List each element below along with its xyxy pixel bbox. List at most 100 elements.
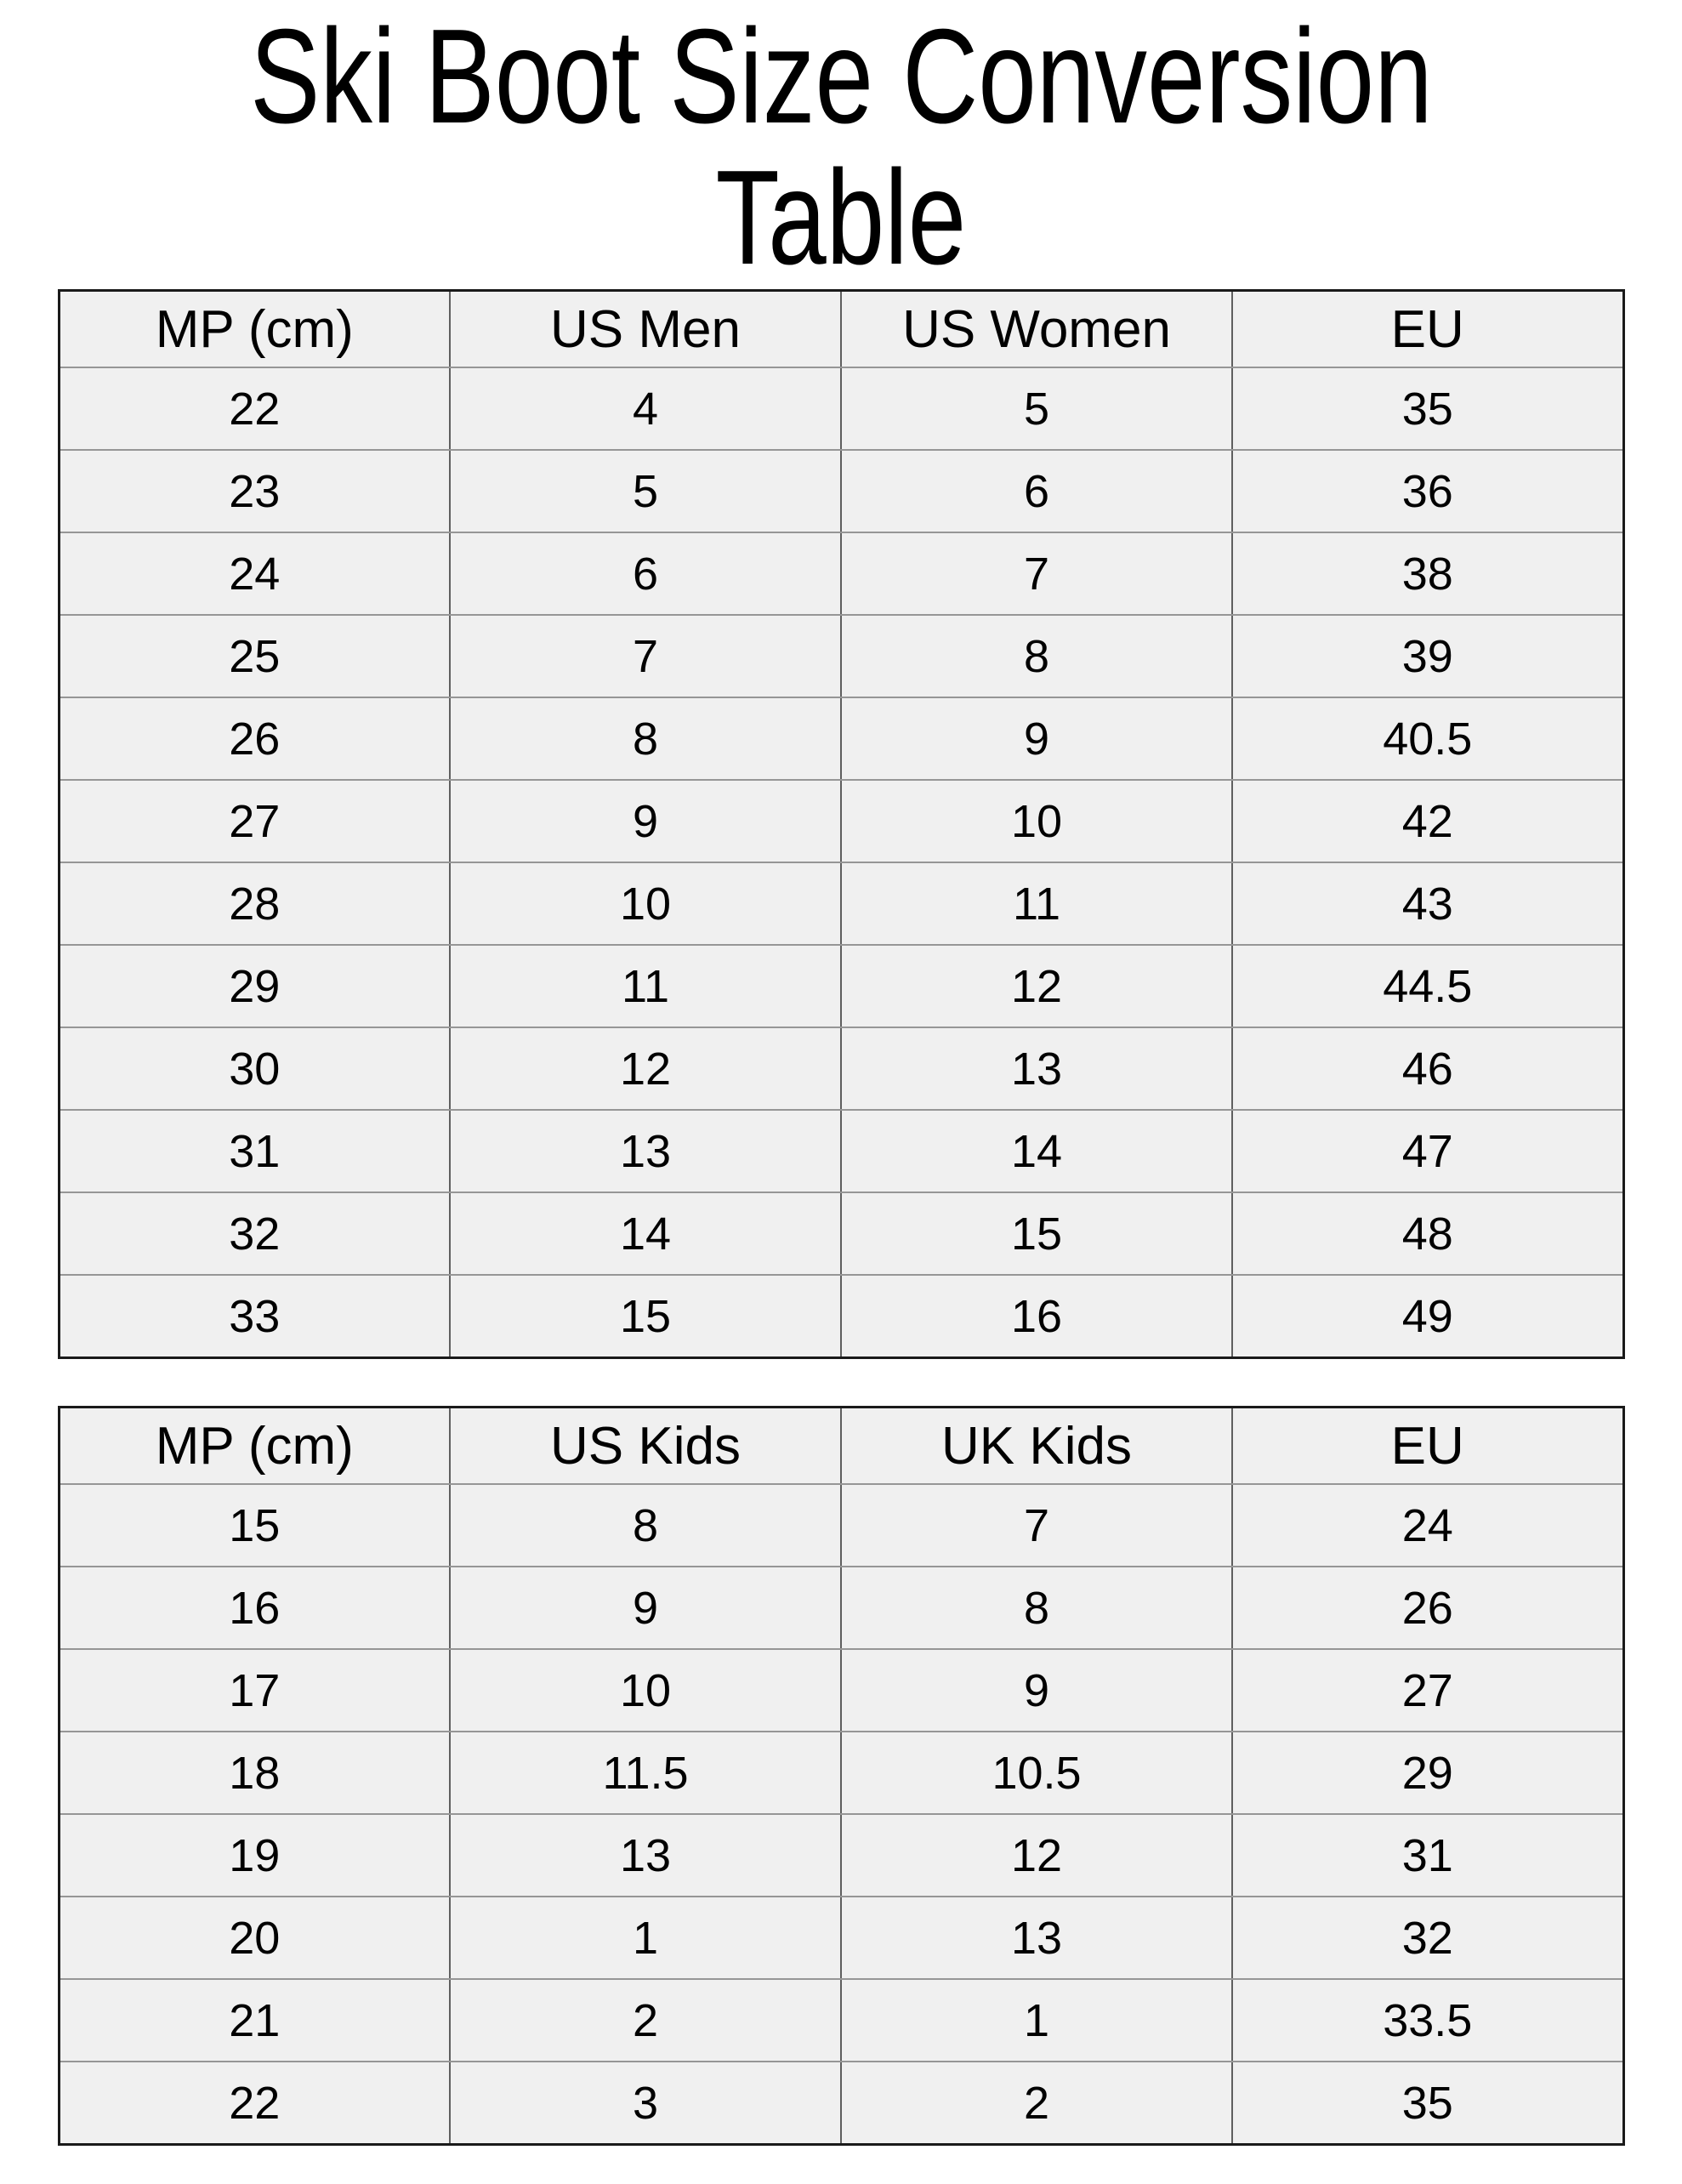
size-value: 6 [632, 548, 659, 600]
size-cell: 31 [58, 1109, 451, 1194]
size-value: 17 [229, 1664, 281, 1716]
page-title-line-2: Table [715, 142, 967, 293]
size-value: 9 [632, 795, 659, 847]
size-cell: 19 [58, 1813, 451, 1898]
size-cell: 4 [449, 367, 842, 452]
table-row: 31 13 14 47 [58, 1109, 1624, 1194]
size-value: 33.5 [1383, 1994, 1473, 2046]
size-value: 16 [1010, 1290, 1063, 1342]
size-cell: 30 [58, 1027, 451, 1112]
table-row: 28 10 11 43 [58, 862, 1624, 947]
header-row: MP (cm) US Kids UK Kids EU [58, 1406, 1624, 1486]
size-value: 32 [1401, 1912, 1453, 1964]
size-cell: 18 [58, 1731, 451, 1816]
size-value: 39 [1401, 630, 1453, 682]
size-cell: 10 [840, 779, 1233, 864]
size-cell: 14 [840, 1109, 1233, 1194]
size-value: 9 [1023, 713, 1050, 765]
size-cell: 29 [58, 944, 451, 1029]
size-cell: 8 [449, 697, 842, 782]
size-cell: 13 [840, 1896, 1233, 1981]
table-row: 19 13 12 31 [58, 1813, 1624, 1898]
size-value: 5 [1023, 383, 1050, 435]
size-value: 10 [1010, 795, 1063, 847]
size-value: 44.5 [1383, 960, 1473, 1012]
size-value: 6 [1023, 465, 1050, 517]
size-value: 28 [229, 878, 281, 930]
size-cell: 13 [449, 1109, 842, 1194]
header-label: US Kids [550, 1416, 741, 1476]
size-cell: 6 [449, 532, 842, 617]
size-value: 8 [1023, 630, 1050, 682]
size-value: 30 [229, 1043, 281, 1095]
size-value: 8 [1023, 1582, 1050, 1634]
size-cell: 2 [840, 2061, 1233, 2146]
header-label: US Men [550, 299, 741, 359]
table-row: 17 10 9 27 [58, 1648, 1624, 1733]
header-cell: US Women [840, 289, 1233, 369]
size-cell: 24 [1231, 1483, 1624, 1568]
adult-size-conversion-table: MP (cm) US Men US Women EU 22 4 5 35 23 5 6 36 24 6 7… [57, 288, 1625, 1359]
size-cell: 23 [58, 449, 451, 534]
size-cell: 13 [840, 1027, 1233, 1112]
table-row: 22 4 5 35 [58, 367, 1624, 452]
size-cell: 10 [449, 1648, 842, 1733]
header-cell: EU [1231, 1406, 1624, 1486]
size-cell: 16 [58, 1566, 451, 1651]
header-cell: MP (cm) [58, 1406, 451, 1486]
size-cell: 5 [840, 367, 1233, 452]
size-cell: 26 [1231, 1566, 1624, 1651]
size-value: 29 [229, 960, 281, 1012]
size-value: 26 [1401, 1582, 1453, 1634]
size-cell: 17 [58, 1648, 451, 1733]
size-cell: 22 [58, 367, 451, 452]
size-value: 10 [619, 1664, 672, 1716]
size-cell: 8 [449, 1483, 842, 1568]
size-value: 7 [632, 630, 659, 682]
size-value: 2 [1023, 2077, 1050, 2129]
size-value: 21 [229, 1994, 281, 2046]
size-value: 3 [632, 2077, 659, 2129]
size-cell: 10 [449, 862, 842, 947]
size-value: 5 [632, 465, 659, 517]
header-cell: US Men [449, 289, 842, 369]
size-value: 43 [1401, 878, 1453, 930]
size-value: 19 [229, 1829, 281, 1881]
size-value: 15 [619, 1290, 672, 1342]
size-value: 13 [1010, 1043, 1063, 1095]
size-value: 7 [1023, 548, 1050, 600]
size-value: 40.5 [1383, 713, 1473, 765]
size-cell: 14 [449, 1192, 842, 1277]
table-row: 22 3 2 35 [58, 2061, 1624, 2146]
size-cell: 28 [58, 862, 451, 947]
size-cell: 42 [1231, 779, 1624, 864]
size-cell: 29 [1231, 1731, 1624, 1816]
header-cell: EU [1231, 289, 1624, 369]
size-cell: 32 [58, 1192, 451, 1277]
size-value: 8 [632, 1499, 659, 1551]
size-cell: 16 [840, 1274, 1233, 1359]
size-value: 15 [229, 1499, 281, 1551]
size-value: 10 [619, 878, 672, 930]
size-value: 24 [229, 548, 281, 600]
size-value: 15 [1010, 1208, 1063, 1260]
size-cell: 15 [58, 1483, 451, 1568]
size-value: 1 [632, 1912, 659, 1964]
size-cell: 49 [1231, 1274, 1624, 1359]
size-cell: 9 [449, 1566, 842, 1651]
header-label: US Women [902, 299, 1171, 359]
table-row: 30 12 13 46 [58, 1027, 1624, 1112]
size-cell: 15 [449, 1274, 842, 1359]
size-value: 13 [1010, 1912, 1063, 1964]
size-cell: 7 [840, 1483, 1233, 1568]
size-cell: 36 [1231, 449, 1624, 534]
size-cell: 8 [840, 614, 1233, 699]
size-cell: 20 [58, 1896, 451, 1981]
table-row: 20 1 13 32 [58, 1896, 1624, 1981]
size-value: 35 [1401, 2077, 1453, 2129]
page-title: Ski Boot Size Conversion Table [0, 2, 1682, 293]
size-cell: 9 [840, 1648, 1233, 1733]
page-title-line-1: Ski Boot Size Conversion [249, 2, 1433, 151]
table-row: 29 11 12 44.5 [58, 944, 1624, 1029]
